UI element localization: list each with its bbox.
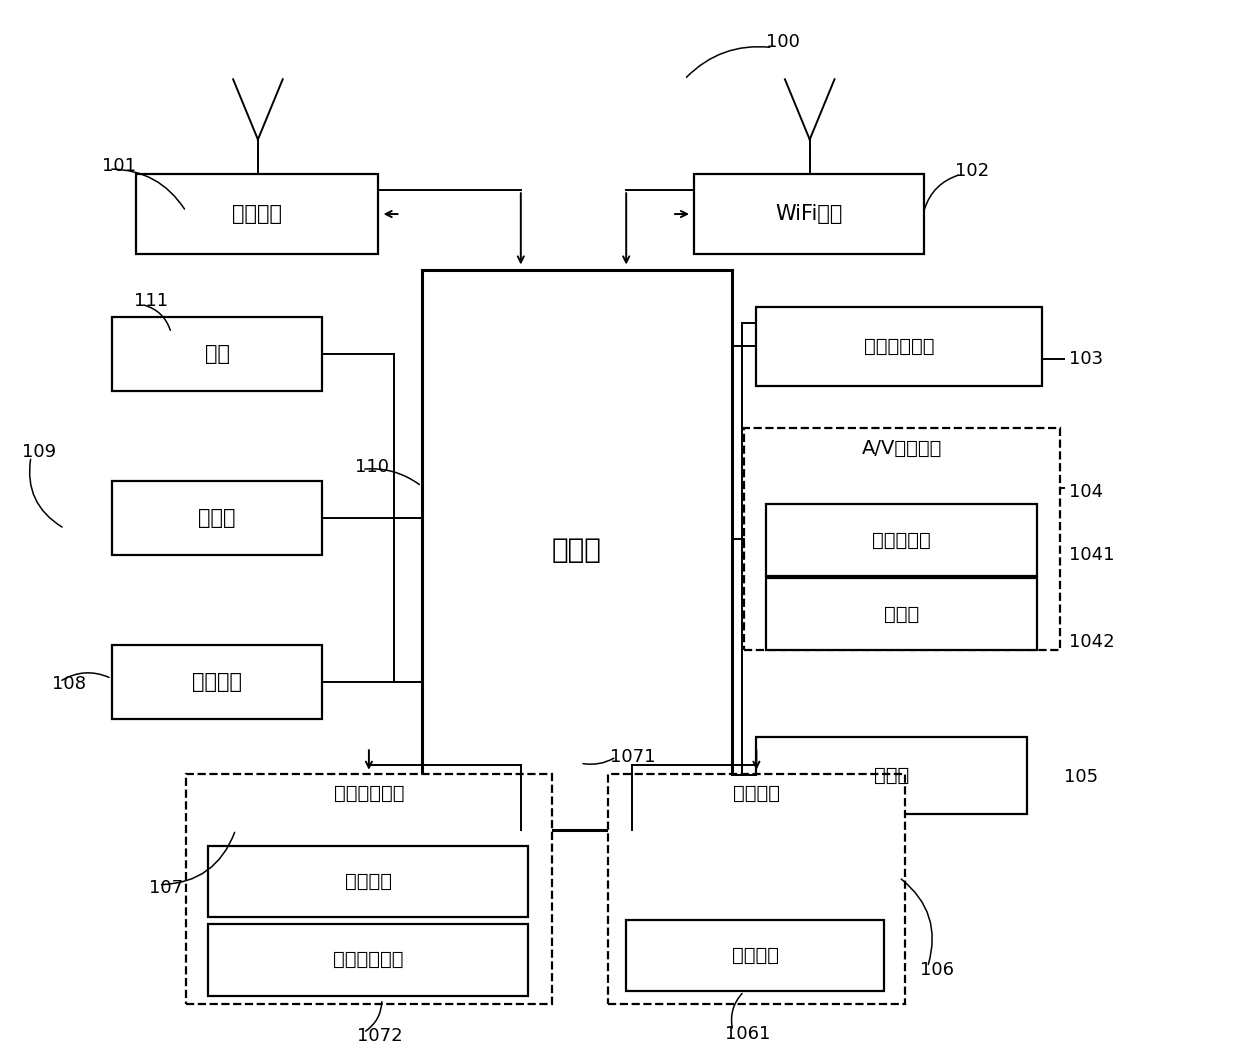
Text: 1071: 1071 [610,747,656,766]
Text: 触控面板: 触控面板 [345,872,392,891]
Text: 100: 100 [766,33,800,52]
Text: 106: 106 [920,961,954,980]
FancyBboxPatch shape [208,924,528,996]
FancyBboxPatch shape [608,774,905,1004]
FancyBboxPatch shape [112,481,322,555]
Text: WiFi模块: WiFi模块 [775,204,843,224]
Text: 音频输出单元: 音频输出单元 [864,337,934,355]
Text: 电源: 电源 [205,345,229,364]
Text: 103: 103 [1069,350,1104,369]
Text: 109: 109 [22,443,57,462]
Text: 1061: 1061 [725,1024,771,1043]
FancyBboxPatch shape [766,578,1037,650]
FancyBboxPatch shape [756,737,1027,814]
Text: 104: 104 [1069,482,1104,501]
Text: 1041: 1041 [1069,545,1115,564]
FancyBboxPatch shape [422,270,732,830]
FancyBboxPatch shape [694,174,924,254]
FancyBboxPatch shape [766,504,1037,576]
Text: 图形处理器: 图形处理器 [872,531,931,550]
FancyBboxPatch shape [626,920,884,991]
Text: 111: 111 [134,292,169,311]
Text: 麦克风: 麦克风 [884,605,919,624]
FancyBboxPatch shape [744,428,1060,650]
Text: 显示面板: 显示面板 [732,946,779,965]
Text: 显示单元: 显示单元 [733,784,780,803]
Text: 其他输入设备: 其他输入设备 [334,950,403,969]
Text: A/V输入单元: A/V输入单元 [862,439,942,458]
Text: 110: 110 [355,458,388,477]
Text: 108: 108 [52,674,86,693]
Text: 107: 107 [149,878,184,897]
Text: 处理器: 处理器 [552,536,601,563]
FancyBboxPatch shape [756,307,1042,386]
FancyBboxPatch shape [112,317,322,391]
FancyBboxPatch shape [136,174,378,254]
Text: 用户输入单元: 用户输入单元 [334,784,404,803]
Text: 存储器: 存储器 [198,508,236,527]
Text: 1042: 1042 [1069,632,1115,651]
FancyBboxPatch shape [112,645,322,719]
Text: 接口单元: 接口单元 [192,672,242,691]
Text: 1072: 1072 [357,1026,403,1045]
Text: 102: 102 [955,162,990,181]
Text: 105: 105 [1064,767,1099,786]
Text: 射频单元: 射频单元 [232,204,283,224]
Text: 101: 101 [102,156,135,175]
FancyBboxPatch shape [186,774,552,1004]
Text: 传感器: 传感器 [874,766,909,784]
FancyBboxPatch shape [208,846,528,917]
